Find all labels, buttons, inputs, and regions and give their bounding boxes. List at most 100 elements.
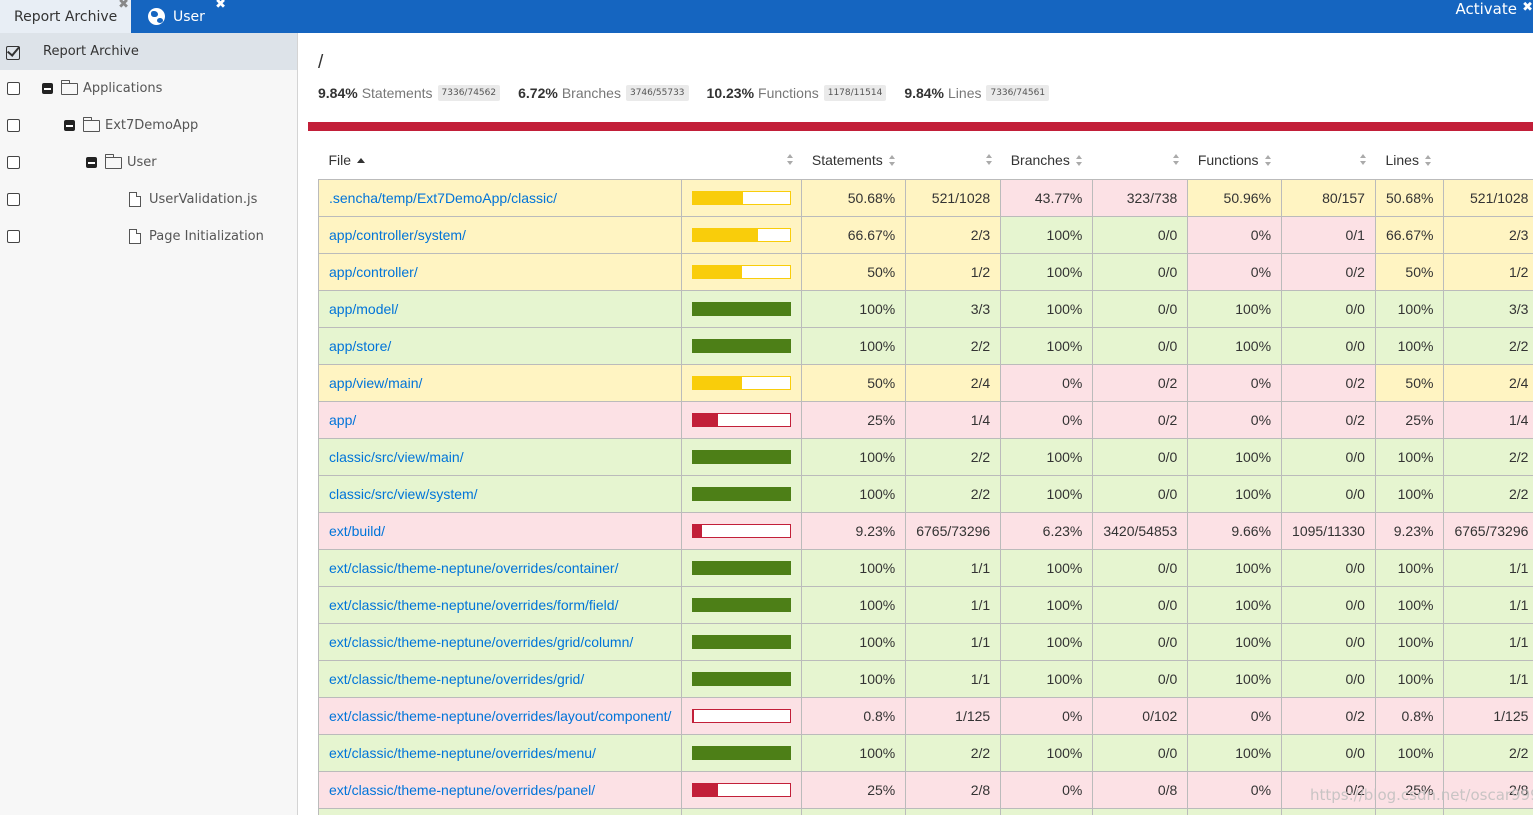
tab-report-archive[interactable]: Report Archive ✖ bbox=[0, 0, 131, 33]
checkbox[interactable] bbox=[7, 193, 20, 206]
close-icon[interactable]: ✖ bbox=[118, 0, 129, 12]
activate-button[interactable]: Activate bbox=[1455, 0, 1517, 18]
functions-percent-cell: 100% bbox=[1187, 622, 1283, 661]
tree-item-page-initialization[interactable]: Page Initialization bbox=[0, 218, 297, 255]
file-link[interactable]: app/ bbox=[329, 411, 357, 428]
functions-count: 1095/11330 bbox=[1292, 522, 1365, 539]
branches-percent-cell: 0% bbox=[1000, 770, 1094, 809]
file-link[interactable]: ext/classic/theme-neptune/overrides/form… bbox=[329, 596, 619, 613]
functions-count-cell: 0/0 bbox=[1281, 289, 1376, 328]
file-link[interactable]: ext/classic/theme-neptune/overrides/pane… bbox=[329, 781, 596, 798]
lines-percent-cell bbox=[1374, 807, 1445, 815]
statements-percent: 100% bbox=[859, 744, 896, 761]
collapse-icon[interactable] bbox=[64, 120, 75, 131]
coverage-bar bbox=[692, 523, 792, 538]
collapse-icon[interactable] bbox=[86, 157, 97, 168]
lines-percent: 50% bbox=[1405, 263, 1434, 280]
checkbox[interactable] bbox=[7, 156, 20, 169]
branches-percent-cell bbox=[1000, 807, 1094, 815]
file-link[interactable]: ext/classic/theme-neptune/overrides/layo… bbox=[329, 707, 672, 724]
file-link-cell: app/view/main/ bbox=[317, 363, 683, 402]
functions-count-cell: 1095/11330 bbox=[1281, 511, 1376, 550]
lines-percent-cell: 66.67% bbox=[1374, 215, 1445, 254]
lines-percent-cell: 100% bbox=[1374, 474, 1445, 513]
file-link[interactable]: classic/src/view/main/ bbox=[329, 448, 464, 465]
functions-count: 0/0 bbox=[1345, 485, 1365, 502]
functions-count-cell: 0/2 bbox=[1281, 696, 1376, 735]
file-link[interactable]: ext/build/ bbox=[329, 522, 386, 539]
functions-percent-cell: 0% bbox=[1187, 252, 1283, 291]
file-link[interactable]: ext/classic/theme-neptune/overrides/grid… bbox=[329, 633, 634, 650]
file-link[interactable]: app/controller/system/ bbox=[329, 226, 466, 243]
lines-count-cell: 6765/73296 bbox=[1443, 511, 1533, 550]
column-header-lines[interactable]: Lines bbox=[1375, 141, 1443, 179]
column-header-coverage-bar[interactable] bbox=[682, 141, 802, 179]
tree-item-ext7demoapp[interactable]: Ext7DemoApp bbox=[0, 107, 297, 144]
column-header-branches-raw[interactable] bbox=[1093, 141, 1188, 179]
branches-percent: 100% bbox=[1046, 596, 1083, 613]
file-link-cell: ext/build/ bbox=[317, 511, 683, 550]
branches-percent-cell: 100% bbox=[1000, 585, 1094, 624]
statements-percent: 9.84% bbox=[318, 85, 358, 101]
lines-count-cell: 2/2 bbox=[1443, 733, 1533, 772]
tree-item-report-archive[interactable]: Report Archive bbox=[0, 33, 297, 70]
checkbox[interactable] bbox=[7, 119, 20, 132]
close-icon[interactable]: ✖ bbox=[1522, 0, 1533, 14]
column-header-lines-raw[interactable] bbox=[1444, 141, 1533, 179]
file-icon bbox=[129, 229, 141, 244]
checkbox[interactable] bbox=[7, 230, 20, 243]
functions-percent-cell: 100% bbox=[1187, 437, 1283, 476]
statements-count: 1/1 bbox=[970, 559, 991, 576]
branches-percent: 6.72% bbox=[518, 85, 558, 101]
file-link[interactable]: app/view/main/ bbox=[329, 374, 423, 391]
coverage-bar bbox=[692, 671, 792, 686]
statements-percent-cell: 50.68% bbox=[801, 178, 907, 217]
column-header-statements[interactable]: Statements bbox=[802, 141, 906, 179]
coverage-bar bbox=[692, 412, 792, 427]
file-link[interactable]: app/store/ bbox=[329, 337, 392, 354]
file-link[interactable]: app/controller/ bbox=[329, 263, 418, 280]
column-header-functions[interactable]: Functions bbox=[1188, 141, 1282, 179]
file-link[interactable]: ext/classic/theme-neptune/overrides/grid… bbox=[329, 670, 585, 687]
statements-count-cell: 2/8 bbox=[905, 770, 1002, 809]
branches-count: 0/0 bbox=[1157, 263, 1178, 280]
column-header-branches[interactable]: Branches bbox=[1001, 141, 1093, 179]
coverage-bar-cell bbox=[681, 548, 803, 587]
checkbox-checked-icon[interactable] bbox=[6, 44, 22, 60]
column-header-functions-raw[interactable] bbox=[1282, 141, 1376, 179]
close-icon[interactable]: ✖ bbox=[215, 0, 226, 12]
tree-item-applications[interactable]: Applications bbox=[0, 70, 297, 107]
folder-open-icon bbox=[105, 153, 122, 169]
tree-item-label: Ext7DemoApp bbox=[105, 118, 199, 133]
coverage-bar-fill bbox=[693, 413, 718, 426]
checkbox[interactable] bbox=[7, 82, 20, 95]
column-header-file[interactable]: File bbox=[319, 141, 682, 179]
coverage-bar-fill bbox=[693, 339, 791, 352]
tree-item-label: User bbox=[127, 155, 157, 170]
branches-percent: 100% bbox=[1046, 337, 1083, 354]
statements-percent-cell bbox=[801, 807, 907, 815]
file-link[interactable]: .sencha/temp/Ext7DemoApp/classic/ bbox=[329, 189, 557, 206]
branches-label: Branches bbox=[561, 85, 621, 101]
sort-icon bbox=[1360, 154, 1367, 165]
tab-label: Report Archive bbox=[14, 8, 118, 25]
functions-percent-cell: 100% bbox=[1187, 289, 1283, 328]
functions-percent-cell: 100% bbox=[1187, 585, 1283, 624]
tree-item-user[interactable]: User bbox=[0, 144, 297, 181]
file-link[interactable]: ext/classic/theme-neptune/overrides/cont… bbox=[329, 559, 619, 576]
tree-item-uservalidation[interactable]: UserValidation.js bbox=[0, 181, 297, 218]
file-link[interactable]: classic/src/view/system/ bbox=[329, 485, 478, 502]
coverage-bar-fill bbox=[693, 561, 791, 574]
column-header-statements-raw[interactable] bbox=[906, 141, 1001, 179]
statements-count-cell: 1/1 bbox=[905, 659, 1002, 698]
statements-count: 2/8 bbox=[970, 781, 991, 798]
table-row: ext/classic/theme-neptune/overrides/pane… bbox=[317, 770, 1533, 809]
file-link[interactable]: app/model/ bbox=[329, 300, 399, 317]
file-link[interactable]: ext/classic/theme-neptune/overrides/menu… bbox=[329, 744, 596, 761]
branches-percent: 100% bbox=[1046, 744, 1083, 761]
tab-user[interactable]: User ✖ bbox=[137, 0, 232, 33]
lines-count-cell: 1/125 bbox=[1443, 696, 1533, 735]
collapse-icon[interactable] bbox=[42, 83, 53, 94]
tab-label: User bbox=[173, 8, 205, 25]
branches-percent-cell: 100% bbox=[1000, 474, 1094, 513]
